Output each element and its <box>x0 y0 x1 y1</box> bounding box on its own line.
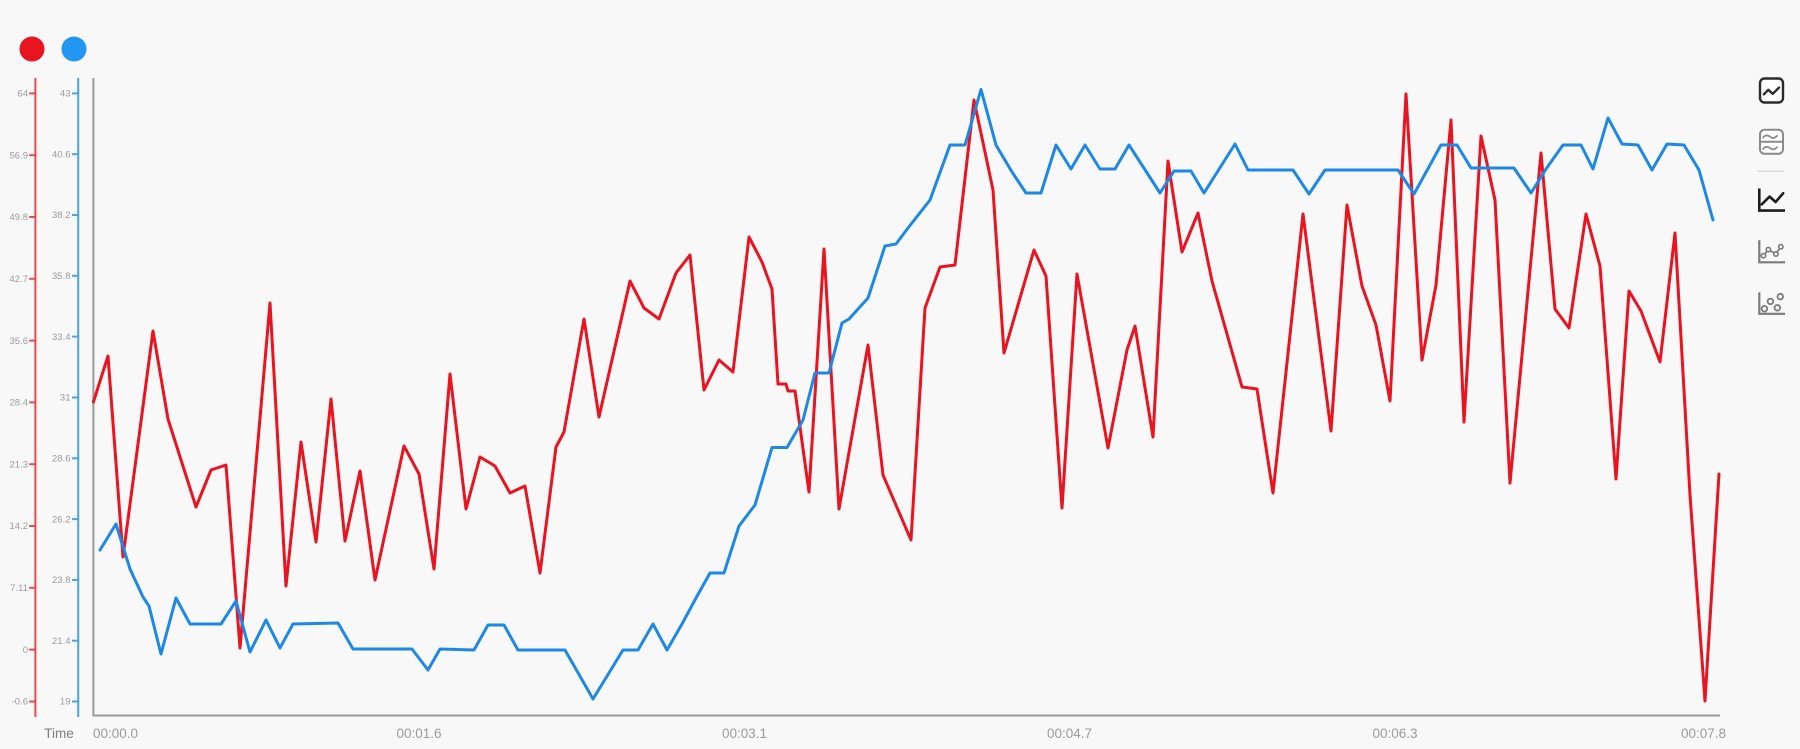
svg-text:00:06.3: 00:06.3 <box>1372 726 1417 741</box>
svg-text:14.2: 14.2 <box>10 521 29 532</box>
svg-text:21.3: 21.3 <box>10 459 29 470</box>
svg-text:31: 31 <box>60 393 71 404</box>
svg-text:35.6: 35.6 <box>10 336 29 347</box>
svg-text:00:03.1: 00:03.1 <box>722 726 767 741</box>
svg-text:00:01.6: 00:01.6 <box>396 726 441 741</box>
svg-text:38.2: 38.2 <box>52 210 71 221</box>
svg-text:00:07.8: 00:07.8 <box>1681 726 1726 741</box>
svg-text:43: 43 <box>60 89 71 100</box>
svg-text:33.4: 33.4 <box>52 332 71 343</box>
svg-text:0: 0 <box>23 645 28 656</box>
svg-text:00:04.7: 00:04.7 <box>1047 726 1092 741</box>
svg-text:21.4: 21.4 <box>52 636 71 647</box>
svg-text:35.8: 35.8 <box>52 271 71 282</box>
svg-text:28.6: 28.6 <box>52 454 71 465</box>
svg-text:64: 64 <box>17 89 28 100</box>
svg-text:-0.6: -0.6 <box>12 697 28 708</box>
svg-text:28.4: 28.4 <box>10 398 29 409</box>
svg-text:7.11: 7.11 <box>10 583 28 594</box>
svg-text:26.2: 26.2 <box>52 514 71 525</box>
svg-text:42.7: 42.7 <box>10 274 29 285</box>
svg-text:00:00.0: 00:00.0 <box>93 726 138 741</box>
svg-text:40.6: 40.6 <box>52 149 71 160</box>
svg-text:19: 19 <box>60 697 71 708</box>
svg-text:23.8: 23.8 <box>52 575 71 586</box>
svg-text:56.9: 56.9 <box>10 150 29 161</box>
svg-text:49.8: 49.8 <box>10 212 29 223</box>
svg-text:Time: Time <box>44 726 74 741</box>
